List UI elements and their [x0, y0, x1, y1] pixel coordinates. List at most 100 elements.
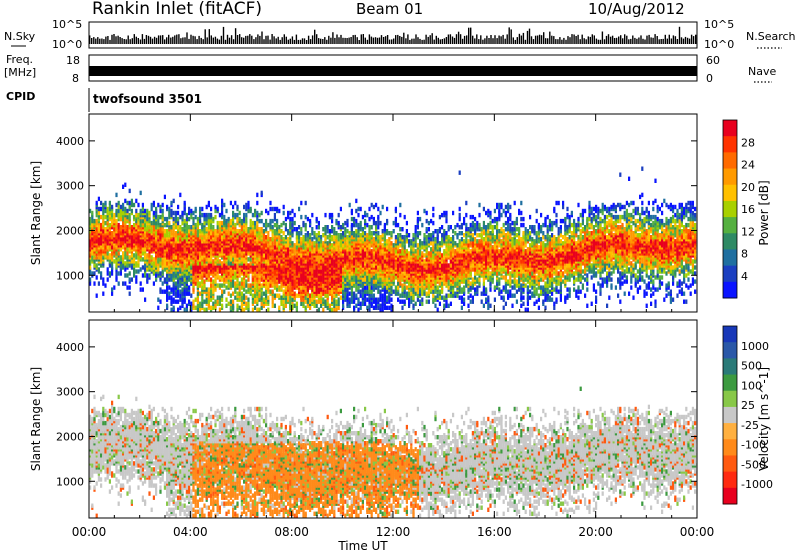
- heatmap-cell: [192, 229, 195, 234]
- heatmap-cell: [245, 202, 248, 208]
- heatmap-cell: [227, 291, 230, 296]
- nsky-bar: [101, 38, 103, 44]
- heatmap-cell: [148, 259, 151, 264]
- heatmap-cell: [405, 249, 408, 254]
- heatmap-cell: [386, 239, 389, 244]
- heatmap-cell: [320, 239, 323, 244]
- heatmap-cell: [304, 295, 307, 300]
- heatmap-cell: [291, 222, 294, 228]
- heatmap-cell: [166, 253, 169, 258]
- heatmap-cell: [113, 259, 116, 264]
- nsearch-log-top: 10^5: [704, 18, 734, 31]
- nsky-bar: [113, 34, 115, 44]
- nsky-bar: [166, 37, 168, 44]
- heatmap-cell: [188, 277, 191, 282]
- heatmap-cell: [254, 293, 257, 298]
- heatmap-cell: [137, 263, 140, 268]
- heatmap-cell: [355, 283, 358, 288]
- heatmap-cell: [273, 216, 276, 222]
- heatmap-cell: [377, 220, 380, 226]
- heatmap-cell: [115, 225, 118, 230]
- nsky-bar: [241, 37, 243, 44]
- nsky-bar: [510, 29, 512, 44]
- heatmap-cell: [104, 214, 107, 220]
- heatmap-cell: [172, 210, 175, 216]
- nsky-bar: [265, 35, 267, 44]
- nsky-bar: [393, 38, 395, 44]
- beam-label: Beam 01: [356, 0, 423, 18]
- heatmap-cell: [243, 263, 246, 268]
- heatmap-cell: [185, 253, 188, 258]
- nsky-bar: [680, 37, 683, 44]
- heatmap-cell: [161, 281, 164, 286]
- nsky-bar: [200, 37, 202, 44]
- heatmap-cell: [372, 263, 375, 268]
- heatmap-cell: [232, 303, 235, 308]
- nsky-bar: [488, 38, 490, 44]
- heatmap-cell: [346, 281, 349, 286]
- heatmap-cell: [271, 255, 274, 260]
- heatmap-cell: [161, 202, 164, 208]
- heatmap-cell: [106, 271, 109, 276]
- heatmap-cell: [392, 247, 395, 252]
- heatmap-cell: [262, 243, 265, 248]
- heatmap-cell: [381, 293, 384, 298]
- heatmap-cell: [130, 198, 133, 204]
- heatmap-cell: [350, 259, 353, 264]
- nsky-bar: [334, 37, 336, 44]
- heatmap-cell: [381, 204, 384, 210]
- nsky-bar: [538, 34, 541, 44]
- heatmap-cell: [146, 253, 149, 258]
- heatmap-cell: [348, 202, 351, 208]
- heatmap-cell: [234, 271, 237, 276]
- heatmap-cell: [210, 277, 213, 282]
- heatmap-cell: [179, 214, 182, 220]
- heatmap-cell: [152, 220, 155, 226]
- nsky-bar: [135, 36, 137, 44]
- heatmap-cell: [192, 299, 195, 304]
- heatmap-cell: [188, 206, 191, 212]
- heatmap-cell: [331, 307, 334, 312]
- nsky-bar: [545, 38, 547, 44]
- nsky-bar: [263, 39, 265, 44]
- heatmap-cell: [399, 227, 402, 232]
- heatmap-cell: [97, 196, 100, 202]
- heatmap-cell: [227, 222, 230, 228]
- heatmap-cell: [313, 287, 316, 292]
- heatmap-cell: [361, 214, 364, 220]
- heatmap-cell: [333, 293, 336, 298]
- heatmap-cell: [225, 218, 228, 224]
- heatmap-cell: [122, 210, 125, 216]
- nsky-bar: [636, 38, 638, 44]
- heatmap-cell: [251, 293, 254, 298]
- heatmap-cell: [401, 299, 404, 304]
- nsky-bar: [370, 36, 373, 44]
- heatmap-cell: [410, 277, 413, 282]
- heatmap-cell: [377, 225, 380, 230]
- heatmap-cell: [324, 231, 327, 236]
- heatmap-cell: [372, 279, 375, 284]
- nsky-bar: [583, 38, 585, 44]
- heatmap-cell: [245, 301, 248, 306]
- nsky-bar: [109, 39, 111, 44]
- heatmap-cell: [93, 218, 96, 224]
- heatmap-cell: [141, 257, 144, 262]
- heatmap-cell: [383, 237, 386, 242]
- heatmap-cell: [144, 267, 147, 272]
- heatmap-cell: [133, 259, 136, 264]
- heatmap-cell: [111, 204, 114, 210]
- heatmap-cell: [133, 202, 136, 208]
- heatmap-cell: [251, 220, 254, 226]
- heatmap-cell: [379, 210, 382, 216]
- heatmap-cell: [333, 299, 336, 304]
- heatmap-cell: [139, 208, 142, 214]
- heatmap-cell: [97, 281, 100, 286]
- heatmap-cell: [304, 299, 307, 304]
- heatmap-cell: [130, 225, 133, 230]
- nsky-bar: [125, 39, 127, 44]
- freq-label: Freq.: [6, 53, 33, 66]
- heatmap-cell: [172, 291, 175, 296]
- heatmap-cell: [401, 243, 404, 248]
- heatmap-cell: [320, 303, 323, 308]
- heatmap-cell: [410, 291, 413, 296]
